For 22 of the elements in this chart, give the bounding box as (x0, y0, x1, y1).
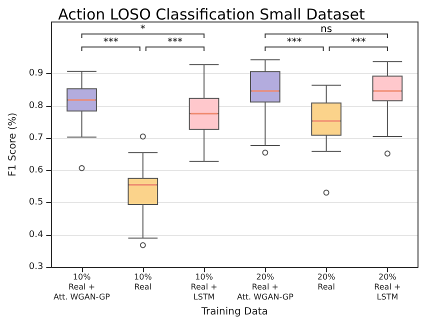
x-tick-label: 10% Real + LSTM (190, 272, 218, 302)
chart-title: Action LOSO Classification Small Dataset (58, 6, 365, 24)
y-tick-label: 0.6 (28, 165, 44, 176)
y-tick-label: 0.7 (28, 133, 44, 144)
y-tick-label: 0.4 (28, 230, 44, 240)
x-tick-label: 10% Real (134, 272, 152, 292)
annotation: *** (103, 37, 118, 48)
annotation: *** (350, 37, 366, 48)
x-tick-label: 10% Real + Att. WGAN-GP (54, 272, 110, 302)
x-tick-label: 20% Real + LSTM (374, 272, 401, 302)
y-tick-label: 0.5 (28, 198, 44, 208)
y-axis-title: F1 Score (%) (8, 112, 18, 176)
y-tick-label: 0.3 (28, 262, 44, 272)
y-tick-label: 0.9 (28, 68, 44, 79)
x-tick-label: 20% Real (317, 272, 336, 292)
x-tick-label: 20% Real + Att. WGAN-GP (236, 272, 294, 302)
annotation: ns (320, 24, 332, 35)
x-axis-title: Training Data (200, 306, 268, 318)
annotation: * (140, 24, 146, 35)
y-tick-label: 0.8 (28, 100, 44, 111)
annotation: *** (286, 37, 302, 48)
annotation: *** (167, 37, 182, 48)
